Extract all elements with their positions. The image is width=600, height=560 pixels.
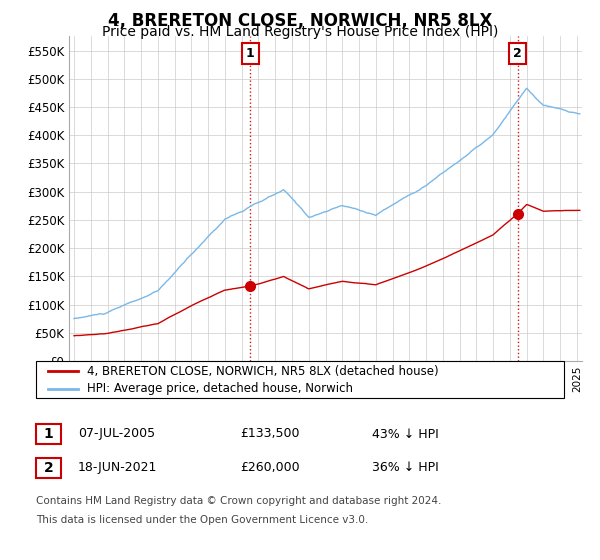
Text: 36% ↓ HPI: 36% ↓ HPI: [372, 461, 439, 474]
Text: £260,000: £260,000: [240, 461, 299, 474]
Text: 07-JUL-2005: 07-JUL-2005: [78, 427, 155, 441]
Text: Contains HM Land Registry data © Crown copyright and database right 2024.: Contains HM Land Registry data © Crown c…: [36, 496, 442, 506]
Text: 43% ↓ HPI: 43% ↓ HPI: [372, 427, 439, 441]
Text: £133,500: £133,500: [240, 427, 299, 441]
Text: 4, BRERETON CLOSE, NORWICH, NR5 8LX: 4, BRERETON CLOSE, NORWICH, NR5 8LX: [108, 12, 492, 30]
Text: 1: 1: [246, 47, 255, 60]
Text: This data is licensed under the Open Government Licence v3.0.: This data is licensed under the Open Gov…: [36, 515, 368, 525]
Text: HPI: Average price, detached house, Norwich: HPI: Average price, detached house, Norw…: [87, 382, 353, 395]
Text: 2: 2: [44, 460, 53, 475]
Text: 4, BRERETON CLOSE, NORWICH, NR5 8LX (detached house): 4, BRERETON CLOSE, NORWICH, NR5 8LX (det…: [87, 365, 439, 378]
Text: 2: 2: [513, 47, 522, 60]
Text: Price paid vs. HM Land Registry's House Price Index (HPI): Price paid vs. HM Land Registry's House …: [102, 25, 498, 39]
Text: 18-JUN-2021: 18-JUN-2021: [78, 461, 157, 474]
Text: 1: 1: [44, 427, 53, 441]
